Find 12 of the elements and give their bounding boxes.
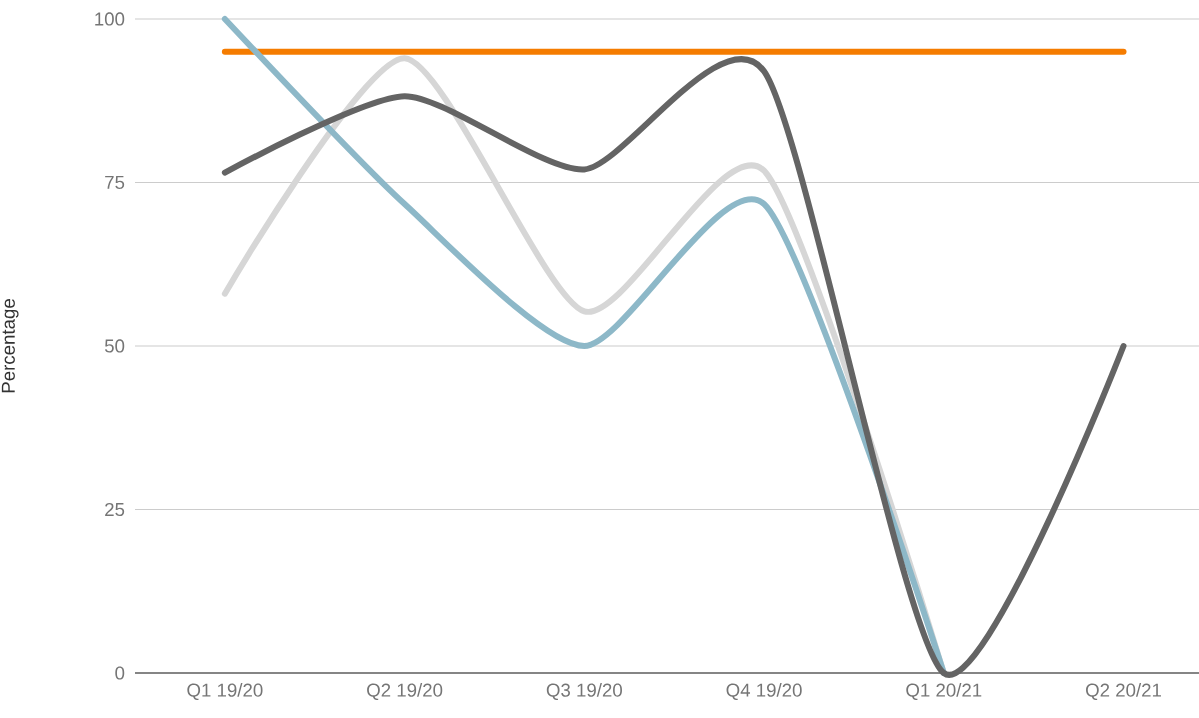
y-tick-label: 100 [95,12,125,26]
x-tick-label: Q3 19/20 [546,683,622,701]
x-tick-label: Q1 19/20 [187,683,263,701]
x-tick-label: Q2 19/20 [367,683,443,701]
x-tick-label: Q4 19/20 [726,683,802,701]
y-tick-label: 0 [115,666,125,680]
x-tick-label: Q1 20/21 [906,683,982,701]
y-tick-label: 25 [105,502,125,517]
x-tick-label: Q2 20/21 [1086,683,1161,701]
y-tick-label: 50 [104,339,125,353]
y-tick-label: 75 [105,175,125,190]
y-axis-title: Percentage [1,299,19,393]
